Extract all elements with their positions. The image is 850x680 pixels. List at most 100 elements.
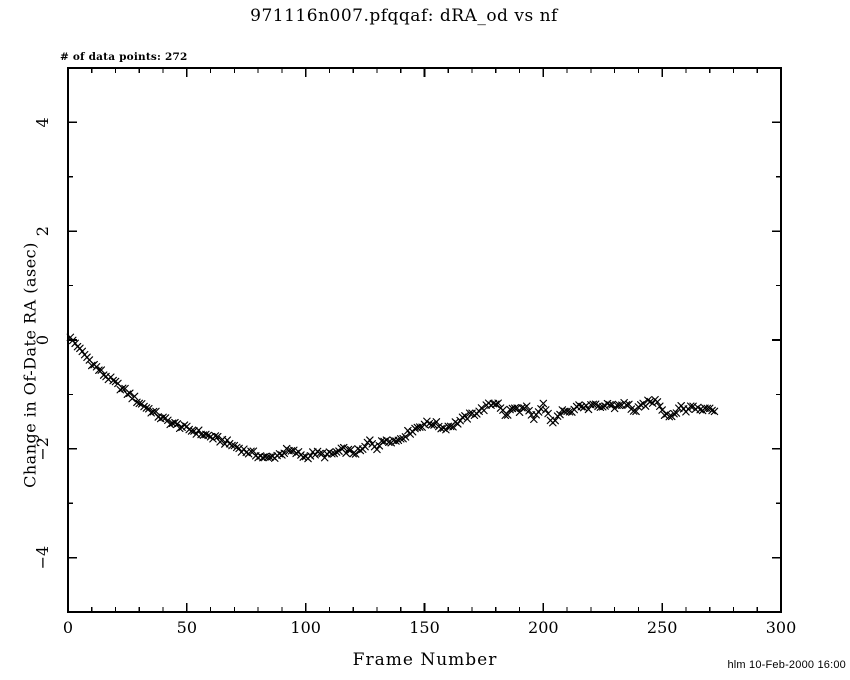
x-tick-label: 300 xyxy=(766,618,797,637)
data-point-marker xyxy=(126,389,134,398)
data-point-marker xyxy=(152,407,160,416)
data-point-marker xyxy=(427,421,436,429)
data-point-marker xyxy=(332,448,341,456)
data-point-marker xyxy=(658,406,666,414)
data-point-marker xyxy=(494,399,502,407)
data-point-marker xyxy=(228,441,236,450)
data-point-marker xyxy=(615,401,624,410)
y-tick-label: −2 xyxy=(33,437,52,461)
x-tick-label: 150 xyxy=(409,618,440,637)
data-point-marker xyxy=(249,447,258,455)
data-point-marker xyxy=(503,411,512,419)
x-tick-label: 200 xyxy=(528,618,559,637)
data-point-marker xyxy=(342,449,350,457)
data-point-marker xyxy=(361,442,369,451)
data-point-marker xyxy=(133,398,141,407)
data-point-marker xyxy=(653,398,662,406)
data-point-marker xyxy=(606,401,614,409)
data-point-marker xyxy=(92,363,101,371)
data-point-marker xyxy=(328,449,336,458)
chart-title: 971116n007.pfqqaf: dRA_od vs nf xyxy=(250,6,558,26)
data-point-marker xyxy=(598,403,607,411)
data-point-marker xyxy=(672,409,681,417)
data-point-marker xyxy=(187,427,196,435)
data-points-count-annotation: # of data points: 272 xyxy=(60,51,188,63)
x-tick-label: 0 xyxy=(63,618,73,637)
data-point-marker xyxy=(522,402,531,410)
data-point-marker xyxy=(299,453,308,461)
data-point-marker xyxy=(686,402,695,411)
data-point-marker xyxy=(135,399,144,408)
data-point-marker xyxy=(130,392,139,401)
data-point-marker xyxy=(656,402,664,411)
data-point-marker xyxy=(118,384,127,393)
y-tick-label: −4 xyxy=(33,546,52,570)
data-point-marker xyxy=(145,404,153,413)
data-point-marker xyxy=(625,400,633,409)
data-point-marker xyxy=(87,361,96,370)
data-point-marker xyxy=(109,376,117,385)
data-point-marker xyxy=(411,424,419,433)
data-point-marker xyxy=(703,404,712,413)
x-tick-label: 250 xyxy=(647,618,678,637)
data-point-marker xyxy=(506,405,514,414)
data-point-marker xyxy=(465,409,474,417)
data-point-marker xyxy=(202,430,210,439)
x-tick-label: 50 xyxy=(177,618,197,637)
data-point-marker xyxy=(463,415,472,423)
data-point-marker xyxy=(385,438,393,446)
data-point-marker xyxy=(539,399,548,408)
data-point-marker xyxy=(211,432,220,440)
data-point-marker xyxy=(541,406,550,414)
data-point-marker xyxy=(518,403,526,412)
data-point-marker xyxy=(432,418,441,426)
timestamp-signature: hlm 10-Feb-2000 16:00 xyxy=(727,659,846,671)
data-point-marker xyxy=(530,415,538,424)
data-point-marker xyxy=(544,409,552,418)
y-tick-label: 0 xyxy=(33,335,52,345)
data-point-marker xyxy=(351,450,360,458)
data-point-marker xyxy=(287,447,296,455)
data-point-marker xyxy=(525,406,533,415)
data-point-marker xyxy=(366,436,374,444)
y-axis-title: Change in Of-Date RA (asec) xyxy=(20,242,40,488)
axes-frame xyxy=(67,67,782,613)
data-point-marker xyxy=(665,412,674,421)
data-point-marker xyxy=(396,435,405,443)
y-tick-label: 2 xyxy=(33,226,52,236)
data-point-marker xyxy=(392,437,400,445)
data-point-marker xyxy=(425,419,434,428)
data-point-marker xyxy=(280,449,289,458)
x-tick-label: 100 xyxy=(290,618,321,637)
data-point-marker xyxy=(480,406,488,415)
y-tick-label: 4 xyxy=(33,117,52,127)
data-point-marker xyxy=(453,420,462,428)
data-point-marker xyxy=(164,416,172,425)
data-point-marker xyxy=(708,406,716,415)
data-point-marker xyxy=(213,432,222,441)
data-point-marker xyxy=(589,400,598,409)
data-point-marker xyxy=(449,423,457,431)
data-point-marker xyxy=(311,451,319,459)
data-point-marker xyxy=(78,347,87,356)
data-point-marker xyxy=(415,423,424,431)
x-axis-title: Frame Number xyxy=(352,650,498,670)
data-point-marker xyxy=(159,413,167,422)
data-point-marker xyxy=(97,366,106,374)
data-point-marker xyxy=(173,420,182,428)
data-point-marker xyxy=(501,411,510,420)
data-point-marker xyxy=(696,405,704,414)
data-point-marker xyxy=(492,400,500,409)
data-point-marker xyxy=(401,433,410,441)
data-point-marker xyxy=(175,424,184,433)
data-point-marker xyxy=(565,408,574,416)
data-point-marker xyxy=(339,443,348,452)
data-point-marker xyxy=(632,407,640,416)
data-point-marker xyxy=(556,410,564,419)
data-point-marker xyxy=(442,425,450,434)
data-point-marker xyxy=(551,416,559,425)
data-point-marker xyxy=(710,407,719,416)
data-point-marker xyxy=(373,445,381,454)
